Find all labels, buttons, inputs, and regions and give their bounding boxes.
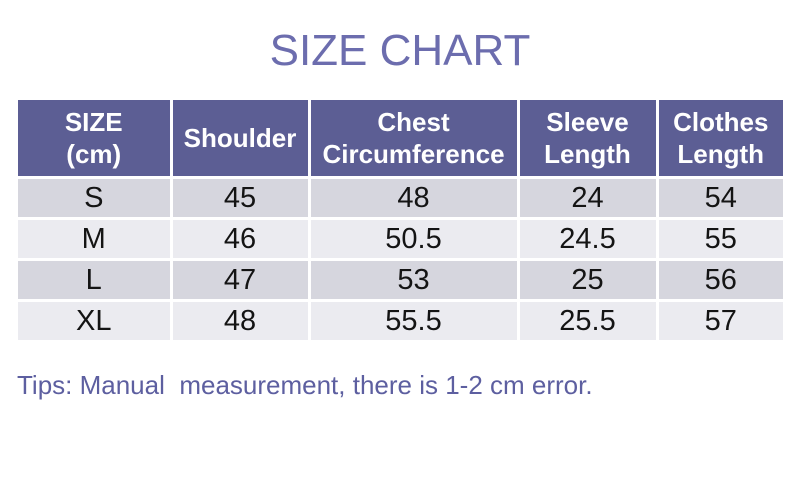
cell-chest: 53	[307, 258, 520, 303]
cell-shoulder: 46	[169, 217, 311, 262]
cell-shoulder: 45	[169, 176, 311, 221]
table-row-l: L 47 53 25 56	[16, 258, 785, 303]
column-header-chest-circumference: Chest Circumference	[307, 98, 520, 180]
size-chart-table: SIZE (cm) Shoulder Chest Circumference S…	[16, 98, 785, 342]
cell-sleeve: 24	[516, 176, 659, 221]
cell-sleeve: 24.5	[516, 217, 659, 262]
cell-chest: 50.5	[307, 217, 520, 262]
table-row-xl: XL 48 55.5 25.5 57	[16, 299, 785, 342]
cell-chest: 48	[307, 176, 520, 221]
cell-clothes: 56	[655, 258, 785, 303]
table-row-m: M 46 50.5 24.5 55	[16, 217, 785, 262]
cell-size: XL	[16, 299, 173, 342]
cell-chest: 55.5	[307, 299, 520, 342]
cell-size: L	[16, 258, 173, 303]
tips-note: Tips: Manual measurement, there is 1-2 c…	[17, 370, 593, 401]
column-header-clothes-length: Clothes Length	[655, 98, 785, 180]
cell-shoulder: 47	[169, 258, 311, 303]
page-title: SIZE CHART	[269, 26, 531, 75]
cell-clothes: 54	[655, 176, 785, 221]
column-header-shoulder: Shoulder	[169, 98, 311, 180]
cell-sleeve: 25	[516, 258, 659, 303]
column-header-size: SIZE (cm)	[16, 98, 173, 180]
cell-size: S	[16, 176, 173, 221]
cell-shoulder: 48	[169, 299, 311, 342]
cell-clothes: 55	[655, 217, 785, 262]
cell-clothes: 57	[655, 299, 785, 342]
column-header-sleeve-length: Sleeve Length	[516, 98, 659, 180]
cell-size: M	[16, 217, 173, 262]
table-row-s: S 45 48 24 54	[16, 176, 785, 221]
cell-sleeve: 25.5	[516, 299, 659, 342]
header-row: SIZE (cm) Shoulder Chest Circumference S…	[16, 98, 785, 180]
